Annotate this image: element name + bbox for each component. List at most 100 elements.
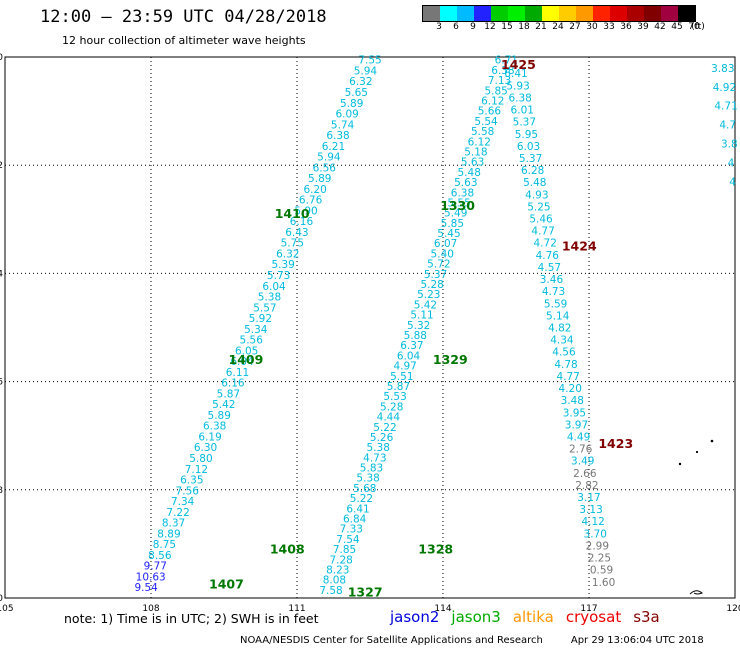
- swh-value: 5.48: [458, 167, 481, 179]
- swh-value: 6.04: [230, 356, 254, 368]
- mission-legend: jason2 jason3 altika cryosat s3a: [390, 608, 672, 626]
- swh-value: 4.97: [393, 361, 416, 373]
- swh-value: 5.45: [437, 228, 460, 240]
- swh-value: 6.38: [203, 421, 226, 433]
- swh-value: 6.01: [511, 105, 534, 117]
- swh-value: 4.7: [719, 120, 736, 132]
- swh-value: 3.97: [565, 419, 588, 431]
- pass-label: 1425: [501, 57, 536, 72]
- scale-swatch: [474, 6, 491, 21]
- swh-value: 6.03: [517, 141, 540, 153]
- swh-value: 4.34: [550, 335, 574, 347]
- swh-value: 5.92: [249, 313, 272, 325]
- swh-value: 7.58: [319, 585, 342, 597]
- swh-value: 6.16: [221, 378, 245, 390]
- swh-value: 5.22: [373, 422, 396, 434]
- swh-value: 4.77: [556, 371, 579, 383]
- swh-value: 5.74: [331, 119, 355, 131]
- swh-value: 5.40: [431, 248, 454, 260]
- swh-value: 5.39: [271, 259, 294, 271]
- scale-label: 21: [535, 22, 547, 32]
- swh-value: 6.30: [194, 442, 217, 454]
- swh-value: 6.56: [313, 162, 337, 174]
- scale-swatch: [457, 6, 474, 21]
- x-tick-label: 108: [142, 604, 159, 614]
- swh-value: 6.38: [508, 92, 531, 104]
- footer-timestamp: Apr 29 13:06:04 UTC 2018: [570, 635, 704, 646]
- swh-value: 8.56: [148, 550, 172, 562]
- pass-label: 1424: [562, 238, 597, 253]
- swh-value: 5.59: [544, 298, 567, 310]
- swh-value: 5.26: [370, 432, 394, 444]
- swh-value: 9.54: [134, 582, 158, 594]
- swh-value: 6.84: [343, 514, 367, 526]
- swh-value: 6.28: [521, 165, 544, 177]
- footer-credit: NOAA/NESDIS Center for Satellite Applica…: [240, 635, 543, 646]
- pass-label: 1423: [598, 436, 633, 451]
- swh-value: 5.48: [523, 177, 546, 189]
- swh-value: 5.65: [345, 87, 368, 99]
- swh-value: 5.88: [404, 330, 427, 342]
- scale-label: 15: [501, 22, 513, 32]
- swh-value: 5.38: [356, 473, 379, 485]
- swh-value: 6.38: [491, 65, 514, 77]
- swh-value: 4.12: [581, 516, 604, 528]
- swh-value: 7.85: [333, 544, 356, 556]
- swh-value: 8.89: [157, 528, 180, 540]
- island-shape: [689, 590, 703, 595]
- swh-value: 5.28: [420, 279, 443, 291]
- swh-value: 1.60: [592, 577, 615, 589]
- swh-value: 7.22: [166, 507, 189, 519]
- y-tick-label: -10: [0, 53, 3, 63]
- scale-swatch: [525, 6, 542, 21]
- scale-swatch: [559, 6, 576, 21]
- swh-value: 6.12: [481, 95, 504, 107]
- swh-value: 5.56: [240, 335, 264, 347]
- swh-value: 5.53: [383, 391, 406, 403]
- swh-value: 6.05: [235, 345, 258, 357]
- scale-label: 33: [603, 22, 615, 32]
- scale-label: 18: [518, 22, 530, 32]
- scale-swatch: [661, 6, 678, 21]
- swh-value: 5.28: [380, 401, 403, 413]
- swh-value: 5.75: [281, 238, 304, 250]
- swh-value: 5.49: [444, 208, 467, 220]
- swh-value: 5.87: [217, 388, 240, 400]
- swh-value: 5.58: [471, 126, 494, 138]
- swh-value: 5.87: [387, 381, 410, 393]
- swh-value: 5.72: [427, 259, 450, 271]
- swh-value: 7.54: [336, 534, 360, 546]
- swh-value: 6.11: [226, 367, 249, 379]
- swh-value: 6.38: [326, 130, 349, 142]
- swh-value: 5.89: [208, 410, 231, 422]
- swh-value: 8.37: [162, 518, 185, 530]
- swh-value: 8.23: [326, 564, 349, 576]
- swh-value: 4.93: [525, 189, 548, 201]
- swh-value: 6.76: [299, 195, 323, 207]
- swh-value: 3.49: [571, 456, 594, 468]
- island-dot: [710, 439, 714, 443]
- swh-value: 6.04: [262, 281, 286, 293]
- scale-label: 30: [586, 22, 598, 32]
- swh-value: 6.32: [276, 248, 299, 260]
- swh-value: 5.37: [519, 153, 542, 165]
- swh-value: 6.19: [198, 431, 221, 443]
- swh-value: 5.32: [407, 320, 430, 332]
- swh-value: 6.35: [180, 475, 203, 487]
- swh-value: 5.63: [461, 157, 484, 169]
- swh-value: 7.33: [340, 524, 363, 536]
- y-tick-label: -18: [0, 486, 3, 496]
- scale-swatch: [627, 6, 644, 21]
- x-tick-label: 105: [0, 604, 14, 614]
- scale-swatch: [542, 6, 559, 21]
- swh-value: 7.56: [176, 485, 200, 497]
- scale-label: 27: [569, 22, 581, 32]
- x-tick-label: 114: [434, 604, 451, 614]
- swh-value: 5.37: [424, 269, 447, 281]
- swh-value: 4.49: [567, 431, 590, 443]
- swh-value: 4.20: [559, 383, 582, 395]
- map-frame: [4, 56, 736, 599]
- scale-swatch: [508, 6, 525, 21]
- swh-value: 5.73: [267, 270, 290, 282]
